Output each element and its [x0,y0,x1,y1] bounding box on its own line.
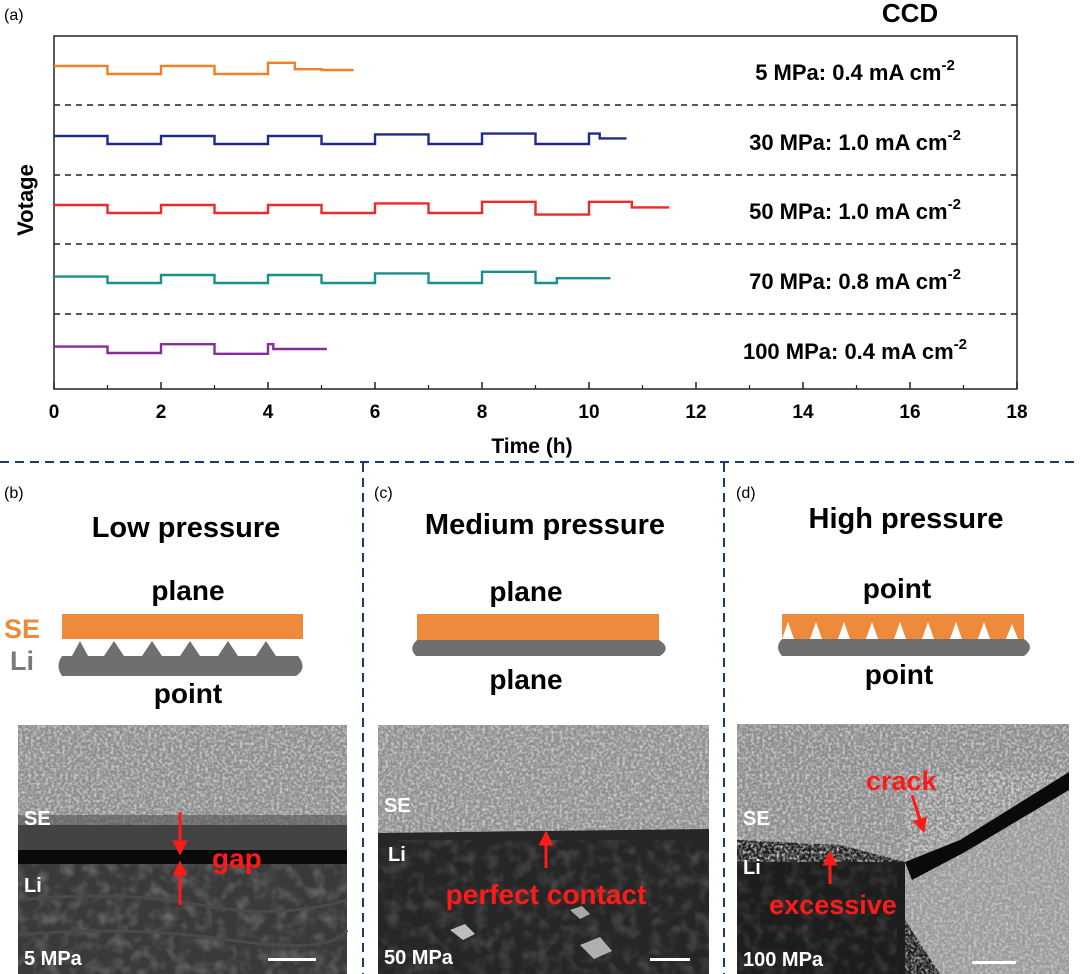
sem-c-annotation: perfect contact [446,879,647,910]
c-se-layer [417,614,659,640]
sem-d-li: Li [743,857,761,879]
x-tick-label: 14 [792,402,814,423]
panel-c-label: (c) [374,485,393,502]
trace-label-text: 30 MPa: 1.0 mA cm [749,130,948,155]
trace-label-2: 30 MPa: 1.0 mA cm-2 [749,127,961,155]
sem-c-li: Li [388,844,406,866]
trace-4 [54,270,611,285]
y-axis-label: Votage [13,164,38,236]
trace-label-text: 50 MPa: 1.0 mA cm [749,199,948,224]
chart-title: CCD [882,0,938,28]
trace-label-superscript: -2 [948,196,961,213]
trace-label-4: 70 MPa: 0.8 mA cm-2 [749,266,961,294]
panel-a-label: (a) [4,7,24,24]
sem-d-annotation: excessive [769,890,897,920]
panel-d-top-text: point [863,573,931,604]
x-tick-label: 2 [156,402,167,423]
panel-c-top-text: plane [489,576,562,607]
sem-d-se: SE [743,808,770,830]
sem-image-b [17,725,349,974]
x-tick-label: 18 [1006,402,1027,423]
trace-label-superscript: -2 [954,336,967,353]
trace-5 [54,343,327,355]
trace-label-3: 50 MPa: 1.0 mA cm-2 [749,196,961,224]
trace-label-text: 70 MPa: 0.8 mA cm [749,269,948,294]
trace-label-superscript: -2 [941,57,954,74]
panel-c-title: Medium pressure [425,509,665,541]
panel-c-bottom-text: plane [489,664,562,695]
trace-label-1: 5 MPa: 0.4 mA cm-2 [755,57,955,85]
se-legend: SE [4,614,40,644]
sem-b-annotation: gap [212,843,262,874]
sem-image-d [737,724,1069,974]
b-se-layer [62,614,303,639]
d-li-layer [778,639,1030,656]
sem-b-pressure: 5 MPa [24,948,83,970]
x-tick-label: 16 [899,402,920,423]
sem-c-pressure: 50 MPa [384,947,454,969]
c-li-layer [412,640,666,656]
sem-b-se: SE [24,808,51,830]
x-axis-ticks: 0 2 4 6 8 10 12 14 16 18 [49,382,1028,423]
sem-d-annotation2: crack [866,766,938,796]
panel-dividers [0,461,1080,974]
panel-b-label: (b) [4,485,24,502]
trace-label-superscript: -2 [948,266,961,283]
panel-d-title: High pressure [809,503,1004,535]
trace-3 [54,200,670,216]
x-tick-label: 8 [477,402,488,423]
b-li-layer [58,641,303,676]
voltage-traces [54,61,670,355]
panel-b-top-text: plane [151,575,224,606]
panel-b-title: Low pressure [92,512,281,544]
x-tick-label: 6 [370,402,381,423]
panel-b-bottom-text: point [154,678,222,709]
trace-label-text: 100 MPa: 0.4 mA cm [743,339,954,364]
x-axis-label: Time (h) [491,435,572,458]
trace-label-5: 100 MPa: 0.4 mA cm-2 [743,336,967,364]
trace-label-superscript: -2 [948,127,961,144]
x-tick-label: 0 [49,402,60,423]
sem-image-c [378,725,709,974]
li-legend: Li [10,646,34,676]
panel-d-bottom-text: point [865,659,933,690]
x-tick-label: 10 [578,402,599,423]
trace-1 [54,61,354,76]
x-tick-label: 4 [263,402,274,423]
panel-d-label: (d) [736,485,756,502]
sem-b-li: Li [24,875,42,897]
sem-d-pressure: 100 MPa [743,949,824,971]
trace-label-text: 5 MPa: 0.4 mA cm [755,60,941,85]
sem-c-se: SE [384,795,411,817]
x-tick-label: 12 [685,402,706,423]
trace-labels: 5 MPa: 0.4 mA cm-230 MPa: 1.0 mA cm-250 … [743,57,967,364]
d-se-layer [782,614,1024,639]
trace-2 [54,132,627,146]
